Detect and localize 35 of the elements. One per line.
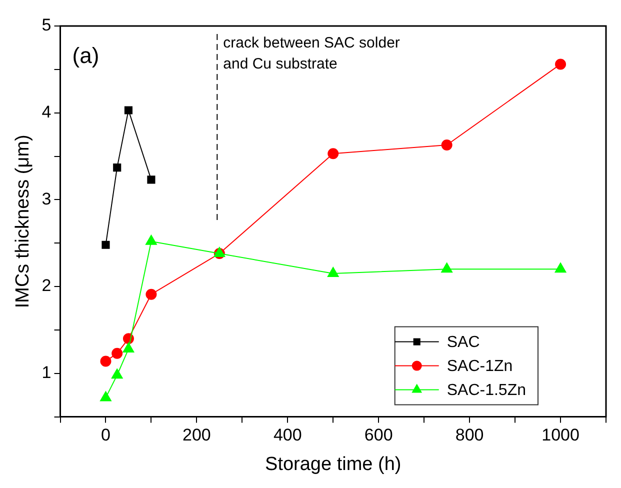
point xyxy=(102,240,110,249)
y-tick-label: 3 xyxy=(42,189,52,208)
x-tick-label: 1000 xyxy=(542,426,580,445)
x-tick-label: 0 xyxy=(101,426,110,445)
legend-label: SAC-1.5Zn xyxy=(446,382,526,400)
annotation: (a) xyxy=(72,43,100,68)
point xyxy=(441,262,453,273)
point xyxy=(147,176,156,184)
point xyxy=(328,148,339,160)
point xyxy=(146,288,157,300)
point xyxy=(124,106,133,114)
x-axis-title: Storage time (h) xyxy=(265,454,402,475)
ref-line-label: crack between SAC solder and Cu substrate xyxy=(223,34,400,73)
point xyxy=(441,139,452,150)
legend-label: SAC xyxy=(446,334,480,352)
point xyxy=(555,58,566,70)
legend-label: SAC-1Zn xyxy=(446,358,513,376)
y-axis-title: IMCs thickness (μm) xyxy=(12,134,34,308)
point xyxy=(122,342,134,353)
y-tick-label: 5 xyxy=(42,16,52,35)
x-tick-label: 800 xyxy=(455,426,484,445)
x-tick-label: 400 xyxy=(273,426,302,445)
point xyxy=(112,348,123,359)
y-tick-label: 4 xyxy=(42,102,52,122)
point xyxy=(146,234,157,245)
x-tick-label: 600 xyxy=(364,426,393,445)
point xyxy=(111,368,123,379)
y-tick-label: 2 xyxy=(42,276,52,296)
y-tick-label: 1 xyxy=(42,363,52,382)
point xyxy=(554,262,566,273)
point xyxy=(100,391,112,402)
point xyxy=(113,164,122,172)
x-tick-label: 200 xyxy=(182,426,211,445)
point xyxy=(327,267,339,278)
point xyxy=(100,356,112,367)
